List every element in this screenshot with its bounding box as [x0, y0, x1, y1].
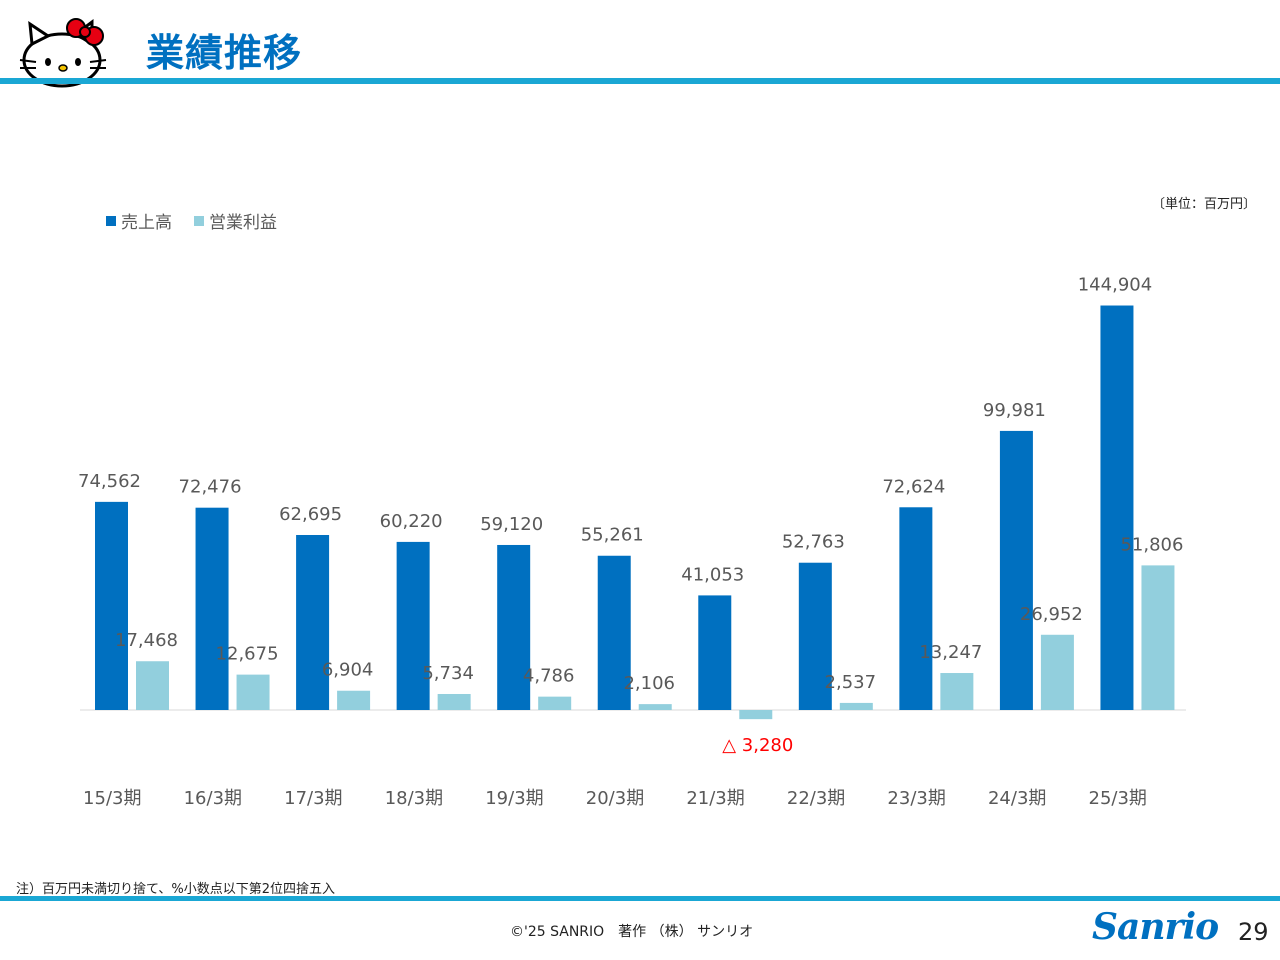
- bar-sales-1: [195, 507, 229, 710]
- legend-label-sales: 売上高: [121, 213, 172, 233]
- category-label-6: 21/3期: [686, 788, 744, 809]
- bar-operating-profit-10: [1141, 565, 1175, 710]
- bar-sales-2: [296, 534, 330, 710]
- bar-operating-profit-0: [136, 661, 169, 710]
- label-sales-3: 60,220: [380, 511, 443, 532]
- bar-sales-9: [999, 430, 1033, 710]
- bar-operating-profit-1: [236, 674, 270, 710]
- chart-legend: 売上高 営業利益: [106, 208, 277, 233]
- category-label-5: 20/3期: [586, 788, 644, 809]
- label-sales-2: 62,695: [279, 504, 342, 525]
- bar-sales-6: [698, 595, 732, 710]
- label-operating-profit-9: 26,952: [1020, 604, 1083, 625]
- header-rule: [0, 78, 1280, 84]
- label-operating-profit-5: 2,106: [623, 673, 675, 694]
- bar-sales-5: [597, 555, 631, 710]
- label-sales-4: 59,120: [480, 514, 543, 535]
- bar-sales-0: [95, 501, 128, 710]
- category-label-0: 15/3期: [83, 788, 141, 809]
- label-operating-profit-0: 17,468: [115, 630, 178, 651]
- sanrio-logo: Sanrio: [1092, 906, 1219, 948]
- bar-operating-profit-9: [1040, 634, 1074, 710]
- bar-sales-3: [396, 541, 430, 710]
- category-label-1: 16/3期: [184, 788, 242, 809]
- bar-chart: 74,562 17,468 15/3期 72,476 12,675 16/3期 62,695…: [78, 275, 1186, 809]
- label-operating-profit-2: 6,904: [322, 660, 374, 681]
- copyright: ©'25 SANRIO 著作 （株） サンリオ: [510, 924, 754, 940]
- label-operating-profit-7: 2,537: [825, 672, 877, 693]
- label-sales-6: 41,053: [681, 564, 744, 585]
- label-sales-7: 52,763: [782, 532, 845, 553]
- label-sales-1: 72,476: [179, 477, 242, 498]
- bar-operating-profit-6: [739, 710, 773, 720]
- label-operating-profit-10: 51,806: [1120, 534, 1183, 555]
- label-operating-profit-3: 5,734: [422, 663, 474, 684]
- footnote: 注）百万円未満切り捨て、%小数点以下第2位四捨五入: [16, 882, 335, 897]
- bar-sales-4: [497, 544, 531, 710]
- legend-swatch-operating-profit: [194, 215, 204, 226]
- label-operating-profit-4: 4,786: [523, 666, 575, 687]
- bar-operating-profit-8: [940, 673, 974, 710]
- bar-operating-profit-4: [538, 696, 572, 710]
- bar-operating-profit-2: [337, 690, 371, 710]
- label-sales-0: 74,562: [78, 471, 141, 492]
- label-sales-9: 99,981: [983, 400, 1046, 421]
- bar-sales-8: [899, 507, 933, 710]
- label-sales-5: 55,261: [581, 525, 644, 546]
- bar-operating-profit-3: [437, 693, 471, 710]
- label-operating-profit-8: 13,247: [919, 642, 982, 663]
- header: 業績推移: [0, 0, 1280, 88]
- category-label-8: 23/3期: [887, 788, 945, 809]
- category-label-7: 22/3期: [787, 788, 845, 809]
- label-sales-10: 144,904: [1078, 275, 1152, 296]
- category-label-9: 24/3期: [988, 788, 1046, 809]
- legend-item-operating-profit: 営業利益: [194, 208, 277, 233]
- footer-rule: [0, 896, 1280, 901]
- bar-sales-7: [798, 562, 832, 710]
- bar-operating-profit-5: [638, 704, 672, 710]
- page-title: 業績推移: [146, 31, 303, 75]
- category-label-2: 17/3期: [284, 788, 342, 809]
- label-operating-profit-1: 12,675: [216, 644, 279, 665]
- hello-kitty-logo: [19, 18, 107, 88]
- category-label-3: 18/3期: [385, 788, 443, 809]
- category-label-10: 25/3期: [1089, 788, 1147, 809]
- label-operating-profit-6: △ 3,280: [722, 735, 793, 756]
- legend-label-operating-profit: 営業利益: [209, 213, 277, 233]
- bar-operating-profit-7: [839, 702, 873, 710]
- page-number: 29: [1238, 918, 1269, 946]
- bar-sales-10: [1100, 305, 1134, 710]
- category-label-4: 19/3期: [485, 788, 543, 809]
- unit-note: 〔単位：百万円〕: [1151, 197, 1256, 212]
- legend-swatch-sales: [106, 215, 116, 226]
- legend-item-sales: 売上高: [106, 208, 172, 233]
- label-sales-8: 72,624: [882, 476, 945, 497]
